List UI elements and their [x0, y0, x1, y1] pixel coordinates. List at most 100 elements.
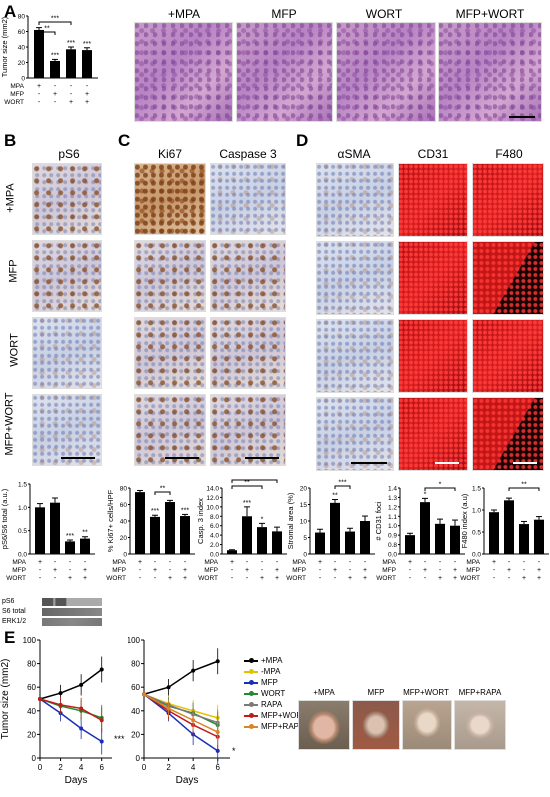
- condition-sign: +: [275, 575, 279, 582]
- y-tick-label: 20: [120, 535, 128, 542]
- condition-sign: -: [154, 575, 157, 582]
- significance-mark: *: [261, 516, 264, 523]
- legend-swatch: [244, 690, 258, 696]
- condition-row-label: WORT: [376, 575, 396, 582]
- panel-label-d: D: [296, 131, 309, 150]
- y-tick-label: 0.0: [210, 552, 219, 559]
- bar: [420, 502, 430, 554]
- condition-row-label: MPA: [292, 559, 306, 566]
- condition-sign: +: [333, 567, 337, 574]
- y-tick-label: 40: [18, 45, 26, 52]
- y-tick-label: 0.5: [472, 530, 481, 537]
- condition-sign: +: [260, 575, 264, 582]
- y-tick-label: 0: [303, 552, 307, 559]
- gut-label-mfp-wort: MFP+WORT: [403, 688, 449, 697]
- significance-mark: ***: [243, 500, 251, 507]
- asma-image-wort: [316, 319, 394, 393]
- condition-sign: -: [54, 575, 57, 582]
- condition-sign: -: [439, 559, 442, 566]
- y-tick-label: 60: [27, 683, 36, 692]
- ps6-image-mfp: [32, 240, 102, 312]
- condition-sign: +: [153, 567, 157, 574]
- series-line: [39, 698, 103, 721]
- condition-row-label: MFP: [292, 567, 306, 574]
- condition-sign: +: [522, 575, 526, 582]
- condition-sign: -: [261, 567, 264, 574]
- legend-entry: RAPA: [244, 700, 282, 709]
- condition-sign: -: [231, 567, 234, 574]
- y-tick-label: 1.4: [388, 486, 397, 493]
- legend-swatch: [244, 657, 258, 663]
- condition-sign: -: [169, 567, 172, 574]
- blot-erk: [42, 618, 102, 626]
- growth-chart-right: 0 20 40 60 80 100 0 2 4 6 Days *: [128, 636, 236, 786]
- significance-mark: ***: [338, 480, 346, 487]
- y-tick-label: 40: [131, 707, 140, 716]
- significance-mark: ***: [51, 16, 59, 23]
- condition-sign: +: [537, 575, 541, 582]
- y-tick-label: 0: [123, 552, 127, 559]
- bar: [272, 531, 282, 554]
- significance-mark: **: [44, 26, 50, 33]
- significance-mark: **: [521, 482, 527, 489]
- legend-swatch: [244, 701, 258, 707]
- legend-entry: +MPA: [244, 656, 282, 665]
- gut-label-mfp-rapa: MFP+RAPA: [458, 688, 502, 697]
- condition-sign: -: [38, 99, 41, 106]
- condition-sign: -: [69, 559, 72, 566]
- ps6-image-mfp-wort: [32, 394, 102, 466]
- asma-image-mfp: [316, 241, 394, 315]
- condition-sign: +: [318, 559, 322, 566]
- y-tick-label: 20: [27, 730, 36, 739]
- condition-sign: -: [349, 567, 352, 574]
- y-tick-label: 1.1: [388, 514, 397, 521]
- significance-mark: ***: [114, 734, 125, 744]
- gut-photo-mfp-wort: [402, 700, 452, 750]
- y-tick-label: 2.0: [210, 542, 219, 549]
- condition-sign: -: [334, 575, 337, 582]
- condition-sign: +: [348, 575, 352, 582]
- condition-sign: +: [363, 575, 367, 582]
- ki67-image-mpa: [134, 163, 206, 235]
- y-tick-label: 100: [23, 636, 37, 645]
- condition-row-label: WORT: [286, 575, 306, 582]
- legend-swatch: [244, 668, 258, 674]
- condition-row-label: WORT: [4, 99, 24, 106]
- condition-sign: -: [69, 567, 72, 574]
- condition-row-label: MPA: [466, 559, 480, 566]
- ps6-image-wort: [32, 317, 102, 389]
- condition-row-label: MFP: [10, 91, 24, 98]
- f480-image-mfp: [472, 241, 544, 315]
- gut-photo-mpa: [298, 700, 350, 750]
- significance-bracket: [231, 479, 278, 483]
- casp3-image-mfp: [210, 240, 286, 312]
- condition-sign: -: [84, 559, 87, 566]
- asma-image-mpa: [316, 163, 394, 237]
- condition-sign: +: [438, 575, 442, 582]
- legend-swatch: [244, 712, 258, 718]
- condition-sign: +: [363, 567, 367, 574]
- scale-bar: [513, 462, 537, 464]
- condition-sign: -: [319, 575, 322, 582]
- bar: [50, 502, 60, 554]
- condition-sign: -: [439, 567, 442, 574]
- condition-sign: -: [364, 559, 367, 566]
- gut-label-mfp: MFP: [367, 688, 385, 697]
- condition-row-label: MPA: [382, 559, 396, 566]
- asma-image-mfp-wort: [316, 397, 394, 471]
- condition-sign: -: [54, 83, 57, 90]
- y-tick-label: 80: [27, 660, 36, 669]
- y-tick-label: 0.5: [18, 528, 27, 535]
- significance-bracket: [38, 21, 72, 25]
- he-image-mfp-wort: [438, 22, 542, 122]
- y-tick-label: 14.0: [206, 486, 219, 493]
- condition-sign: -: [39, 575, 42, 582]
- series-line: [143, 693, 219, 733]
- condition-sign: -: [409, 567, 412, 574]
- gut-photo-mfp: [352, 700, 400, 750]
- significance-mark: **: [244, 480, 250, 487]
- condition-sign: +: [183, 567, 187, 574]
